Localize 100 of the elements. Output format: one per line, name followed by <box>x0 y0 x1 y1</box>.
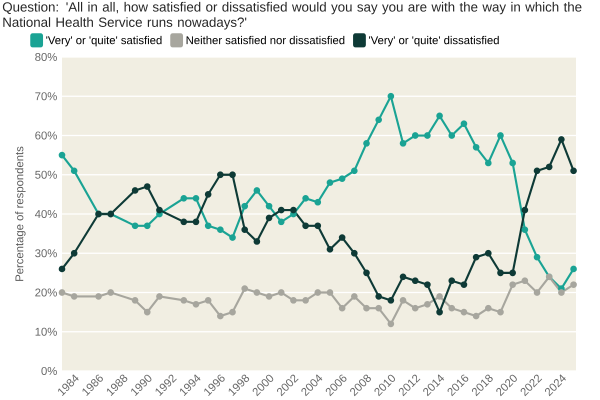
point <box>192 300 200 308</box>
point <box>107 289 114 296</box>
point <box>484 160 492 166</box>
point <box>388 297 394 304</box>
point <box>412 277 419 284</box>
point <box>180 218 188 226</box>
point <box>278 289 285 296</box>
point <box>241 285 248 292</box>
point <box>278 206 285 214</box>
point <box>302 297 309 304</box>
point <box>472 144 480 151</box>
point <box>95 293 102 300</box>
point <box>254 238 260 245</box>
point <box>254 187 260 194</box>
chart-title: Question: 'All in all, how satisfied or dissatisfied would you say you are with the way in which the National Health Service runs nowadays?' <box>2 2 582 30</box>
point <box>570 281 577 288</box>
point <box>338 234 346 241</box>
y-tick-label: 30% <box>35 249 57 258</box>
point <box>204 297 212 304</box>
point <box>472 312 480 320</box>
point <box>338 175 346 182</box>
point <box>302 194 309 202</box>
point <box>460 308 468 316</box>
point <box>144 308 151 316</box>
point <box>229 234 236 241</box>
point <box>351 250 358 257</box>
point <box>460 281 468 288</box>
point <box>436 293 443 300</box>
point <box>132 187 138 194</box>
point <box>241 226 248 234</box>
point <box>70 250 78 257</box>
legend-label: 'Very' or 'quite' dissatisfied <box>369 36 499 46</box>
point <box>217 171 224 178</box>
point <box>156 206 163 214</box>
point <box>509 281 516 288</box>
point <box>375 116 382 124</box>
point <box>424 281 431 288</box>
point <box>132 222 138 230</box>
point <box>400 140 406 147</box>
point <box>302 222 309 230</box>
point <box>400 297 406 304</box>
point <box>558 136 565 143</box>
point <box>460 120 468 128</box>
point <box>351 168 358 174</box>
point <box>375 304 382 312</box>
point <box>144 183 151 190</box>
point <box>522 277 528 284</box>
point <box>424 300 431 308</box>
point <box>192 194 200 202</box>
point <box>266 202 272 210</box>
point <box>448 277 456 284</box>
point <box>70 293 78 300</box>
point <box>472 254 480 260</box>
point <box>534 168 540 174</box>
point <box>412 132 419 139</box>
point <box>484 250 492 257</box>
point <box>522 226 528 234</box>
point <box>314 222 322 230</box>
point <box>558 289 565 296</box>
point <box>412 304 419 312</box>
point <box>58 289 66 296</box>
point <box>522 206 528 214</box>
y-tick-label: 10% <box>36 328 57 336</box>
point <box>132 297 138 304</box>
point <box>546 164 553 170</box>
point <box>570 266 577 272</box>
y-tick-label: 70% <box>35 92 57 100</box>
legend-label: 'Very' or 'quite' satisfied <box>46 36 162 46</box>
point <box>314 198 322 206</box>
point <box>534 289 540 296</box>
point <box>192 218 200 226</box>
y-tick-label: 40% <box>34 210 57 218</box>
point <box>278 218 285 226</box>
point <box>326 246 334 253</box>
point <box>484 304 492 312</box>
point <box>144 222 151 230</box>
point <box>290 206 297 214</box>
point <box>326 179 334 186</box>
point <box>217 312 224 320</box>
point <box>448 304 456 312</box>
point <box>204 191 212 198</box>
point <box>70 168 78 174</box>
y-axis-title: Percentage of respondents <box>15 146 26 281</box>
point <box>509 270 516 276</box>
point <box>570 168 577 174</box>
point <box>204 222 212 230</box>
point <box>290 297 297 304</box>
point <box>229 171 236 178</box>
point <box>217 226 224 234</box>
y-tick-label: 20% <box>35 288 57 296</box>
point <box>388 92 394 100</box>
legend-label: Neither satisfied nor dissatisfied <box>186 36 344 44</box>
point <box>266 293 272 300</box>
point <box>375 293 382 300</box>
point <box>326 289 334 296</box>
point <box>156 293 163 300</box>
point <box>436 112 443 120</box>
point <box>497 308 504 316</box>
point <box>314 289 322 296</box>
point <box>436 308 443 316</box>
